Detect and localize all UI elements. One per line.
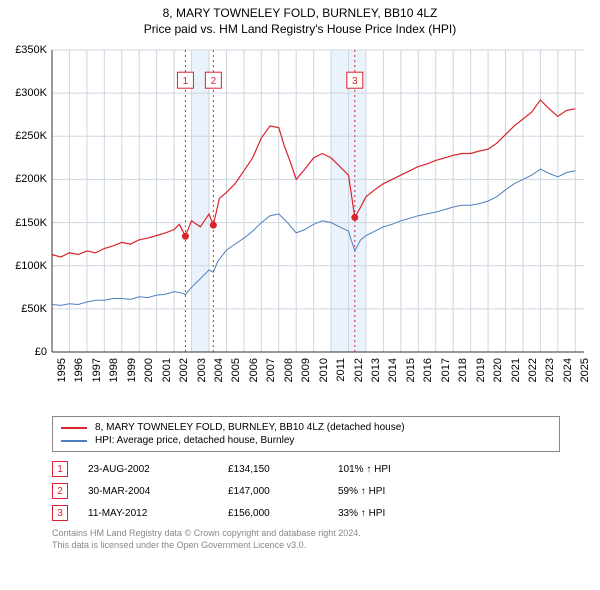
legend-swatch [61, 427, 87, 429]
x-axis-tick-label: 1999 [126, 358, 138, 382]
x-axis-tick-label: 2013 [370, 358, 382, 382]
page-container: 8, MARY TOWNELEY FOLD, BURNLEY, BB10 4LZ… [0, 0, 600, 590]
sale-price: £156,000 [228, 508, 338, 519]
sales-table: 1 23-AUG-2002£134,150101% ↑ HPI 2 30-MAR-20… [52, 458, 560, 524]
sale-pct: 101% ↑ HPI [338, 464, 438, 475]
sale-date: 30-MAR-2004 [88, 486, 228, 497]
x-axis-tick-label: 2020 [492, 358, 504, 382]
x-axis-tick-label: 2024 [562, 358, 574, 382]
sale-row: 2 30-MAR-2004£147,00059% ↑ HPI [52, 480, 560, 502]
sale-row: 1 23-AUG-2002£134,150101% ↑ HPI [52, 458, 560, 480]
legend-swatch [61, 440, 87, 442]
y-axis-tick-label: £200K [3, 173, 47, 185]
y-axis-tick-label: £300K [3, 87, 47, 99]
x-axis-tick-label: 2004 [213, 358, 225, 382]
x-axis-tick-label: 2007 [265, 358, 277, 382]
y-axis-tick-label: £350K [3, 44, 47, 56]
footnote-line: This data is licensed under the Open Gov… [52, 540, 560, 552]
legend: 8, MARY TOWNELEY FOLD, BURNLEY, BB10 4LZ… [52, 416, 560, 452]
x-axis-tick-label: 1998 [108, 358, 120, 382]
footnote-line: Contains HM Land Registry data © Crown c… [52, 528, 560, 540]
x-axis-tick-label: 2012 [353, 358, 365, 382]
x-axis-tick-label: 1995 [56, 358, 68, 382]
y-axis-tick-label: £50K [3, 303, 47, 315]
x-axis-tick-label: 2015 [405, 358, 417, 382]
x-axis-tick-label: 1996 [73, 358, 85, 382]
sale-marker: 3 [52, 505, 68, 521]
sale-row: 3 11-MAY-2012£156,00033% ↑ HPI [52, 502, 560, 524]
chart-subtitle: Price paid vs. HM Land Registry's House … [0, 20, 600, 42]
x-axis-tick-label: 2000 [143, 358, 155, 382]
sale-price: £134,150 [228, 464, 338, 475]
footnote: Contains HM Land Registry data © Crown c… [52, 528, 560, 551]
legend-label: HPI: Average price, detached house, Burn… [95, 435, 294, 446]
x-axis-tick-label: 2023 [544, 358, 556, 382]
x-axis-tick-label: 2016 [422, 358, 434, 382]
x-axis-tick-label: 2021 [510, 358, 522, 382]
x-axis-tick-label: 2010 [318, 358, 330, 382]
y-axis-tick-label: £250K [3, 130, 47, 142]
x-axis-tick-label: 2025 [579, 358, 591, 382]
x-axis-tick-label: 2018 [457, 358, 469, 382]
x-axis-tick-label: 2019 [475, 358, 487, 382]
x-axis-tick-label: 2002 [178, 358, 190, 382]
x-axis-tick-label: 2008 [283, 358, 295, 382]
legend-item: 8, MARY TOWNELEY FOLD, BURNLEY, BB10 4LZ… [61, 421, 551, 434]
x-axis-tick-label: 2014 [387, 358, 399, 382]
legend-label: 8, MARY TOWNELEY FOLD, BURNLEY, BB10 4LZ… [95, 422, 405, 433]
sale-date: 23-AUG-2002 [88, 464, 228, 475]
x-axis-tick-label: 2011 [335, 358, 347, 382]
x-axis-tick-label: 2017 [440, 358, 452, 382]
x-axis-tick-label: 2022 [527, 358, 539, 382]
svg-text:2: 2 [211, 76, 217, 87]
sale-pct: 59% ↑ HPI [338, 486, 438, 497]
chart-area: 1 2 3 £0 £50K £100K £150K £200K £250K £300K £350K… [0, 42, 600, 412]
sale-marker: 1 [52, 461, 68, 477]
x-axis-tick-label: 2009 [300, 358, 312, 382]
sale-date: 11-MAY-2012 [88, 508, 228, 519]
chart-svg: 1 2 3 [0, 42, 600, 412]
y-axis-tick-label: £150K [3, 217, 47, 229]
y-axis-tick-label: £0 [3, 346, 47, 358]
chart-title: 8, MARY TOWNELEY FOLD, BURNLEY, BB10 4LZ [0, 0, 600, 20]
y-axis-tick-label: £100K [3, 260, 47, 272]
sale-marker: 2 [52, 483, 68, 499]
x-axis-tick-label: 2001 [161, 358, 173, 382]
x-axis-tick-label: 2006 [248, 358, 260, 382]
x-axis-tick-label: 2003 [196, 358, 208, 382]
sale-price: £147,000 [228, 486, 338, 497]
x-axis-tick-label: 1997 [91, 358, 103, 382]
sale-pct: 33% ↑ HPI [338, 508, 438, 519]
svg-text:3: 3 [352, 76, 358, 87]
svg-text:1: 1 [183, 76, 189, 87]
x-axis-tick-label: 2005 [230, 358, 242, 382]
legend-item: HPI: Average price, detached house, Burn… [61, 434, 551, 447]
